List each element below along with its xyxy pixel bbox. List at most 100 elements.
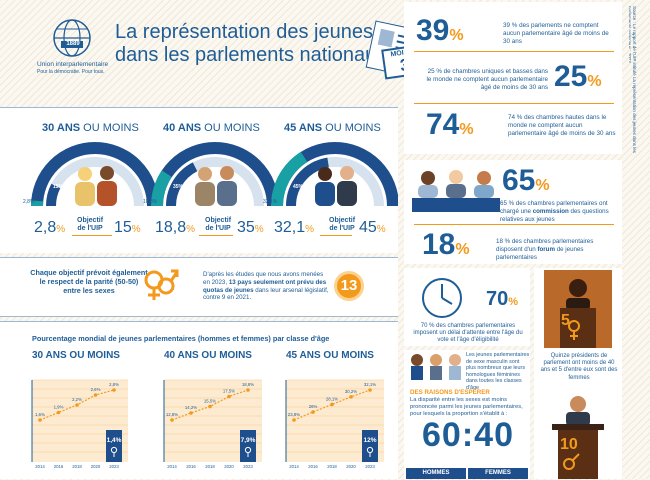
committee-stat: 65%	[502, 164, 550, 198]
x-tick-label: 2023	[109, 464, 119, 469]
gauge-2-title: 40 ANS OU MOINS	[163, 122, 260, 134]
gap-value: 70	[486, 288, 508, 310]
men-speaker-icon	[544, 394, 612, 479]
ratio: 60:40	[416, 416, 520, 455]
gauge-inner-label: 35%	[173, 184, 184, 190]
data-point	[368, 388, 372, 392]
data-label: 2,8%	[109, 382, 119, 387]
clock-icon	[420, 276, 464, 320]
data-point	[170, 418, 174, 422]
gender-symbols-icon	[142, 266, 180, 306]
data-point	[330, 403, 334, 407]
data-point	[208, 405, 212, 409]
data-label: 32,1%	[364, 382, 376, 387]
person-head	[78, 167, 92, 181]
person-head	[220, 166, 234, 180]
ratio-women: 40	[474, 416, 514, 454]
org-tagline: Pour la démocratie. Pour tous.	[37, 69, 105, 75]
hope-panel: Les jeunes parlementaires de sexe mascul…	[404, 350, 530, 479]
people-at-desk-icon	[412, 168, 500, 212]
ratio-men: 60	[422, 416, 462, 454]
hope-intro: Les jeunes parlementaires de sexe mascul…	[466, 352, 530, 392]
person-head	[198, 167, 212, 181]
stat-74-text: 74 % des chambres hautes dans le monde n…	[508, 114, 616, 138]
data-label: 1,6%	[35, 412, 45, 417]
person-body	[97, 181, 117, 206]
data-point	[349, 395, 353, 399]
data-label: 2,6%	[91, 387, 101, 392]
women-share-label: 1,4%	[107, 437, 122, 444]
x-tick-label: 2023	[365, 464, 375, 469]
women-speaker-icon	[544, 270, 612, 348]
stat-39-text: 39 % des parlements ne comptent aucun pa…	[503, 22, 615, 46]
gauge-2-current: 18,8	[155, 219, 186, 236]
org-name: Union interparlementaire	[37, 61, 108, 68]
data-point	[112, 388, 116, 392]
data-label: 14,2%	[185, 405, 197, 410]
stat-25-value: 25	[554, 60, 587, 93]
hope-heading: DES RAISONS D'ESPÉRER	[410, 389, 490, 396]
stats-panel: 39% 39 % des parlements ne comptent aucu…	[404, 2, 622, 154]
data-label: 2,2%	[72, 397, 82, 402]
gauge-1-title: 30 ANS OU MOINS	[42, 122, 139, 134]
speakers-panel: 5 Quinze présidents de parlement ont moi…	[534, 268, 622, 479]
person-body	[75, 182, 95, 206]
women-share-bar	[240, 430, 256, 462]
data-label: 26%	[309, 404, 318, 409]
person-head	[340, 166, 354, 180]
speakers-text: Quinze présidents de parlement ont moins…	[538, 353, 620, 382]
women-label: FEMMES	[468, 468, 528, 479]
young-mps-icon	[408, 352, 466, 380]
x-tick-label: 2018	[72, 464, 82, 469]
men-speaker-count: 10	[560, 436, 578, 454]
committee-text: 65 % des chambres parlementaires ont cha…	[500, 200, 616, 223]
x-tick-label: 2014	[289, 464, 299, 469]
forum-text: 18 % des chambres parlementaires dispose…	[496, 238, 616, 261]
data-point	[57, 411, 61, 415]
gauge-1-current: 2,8	[34, 219, 56, 236]
gap-text: 70 % des chambres parlementaires imposen…	[410, 323, 526, 345]
person-head	[100, 166, 114, 180]
parity-text: Chaque objectif prévoit également le res…	[30, 268, 148, 295]
x-tick-label: 2016	[186, 464, 196, 469]
gap-stat: 70%	[486, 288, 518, 311]
forum-stat: 18%	[422, 228, 470, 262]
stat-39: 39%	[416, 14, 464, 48]
ipu-globe-icon	[52, 18, 92, 58]
data-point	[75, 403, 79, 407]
gauge-1-target: 15	[114, 219, 132, 236]
x-tick-label: 2014	[35, 464, 45, 469]
trend-charts-svg: 1,6%20141,9%20162,2%20182,6%20202,8%2023…	[0, 322, 398, 480]
men-label: HOMMES	[406, 468, 466, 479]
gauge-inner-label: 45%	[293, 184, 304, 190]
title-line-2: dans les parlements nationaux	[115, 44, 386, 67]
data-point	[189, 411, 193, 415]
x-tick-label: 2016	[54, 464, 64, 469]
stat-39-value: 39	[416, 14, 449, 47]
committee-value: 65	[502, 164, 535, 197]
parity-panel: Chaque objectif prévoit également le res…	[0, 257, 398, 317]
source-note: Source : Le rapport de l'UIP intitulé La…	[629, 6, 637, 156]
gauge-outer-label: 18,8%	[143, 199, 158, 205]
study-text: D'après les études que nous avons menées…	[203, 271, 331, 302]
women-share-bar	[362, 430, 378, 462]
gauge-3-current: 32,1	[274, 219, 305, 236]
gauge-outer-label: 2,8%	[23, 199, 35, 205]
arrow-3	[320, 235, 352, 236]
person-body	[315, 182, 335, 206]
data-label: 18,8%	[242, 382, 254, 387]
x-tick-label: 2018	[205, 464, 215, 469]
gauge-3-target: 45	[359, 219, 377, 236]
gauge-current-arc	[157, 174, 167, 206]
data-label: 30,2%	[345, 389, 357, 394]
trend-panel: Pourcentage mondial de jeunes parlementa…	[0, 321, 398, 479]
data-label: 23,8%	[288, 412, 300, 417]
gauge-outer-label: 32,1%	[263, 199, 278, 205]
arrow-1	[72, 235, 112, 236]
hope-body: La disparité entre les sexes est moins p…	[410, 397, 526, 418]
stat-25: 25%	[554, 60, 602, 94]
data-label: 1,9%	[54, 405, 64, 410]
